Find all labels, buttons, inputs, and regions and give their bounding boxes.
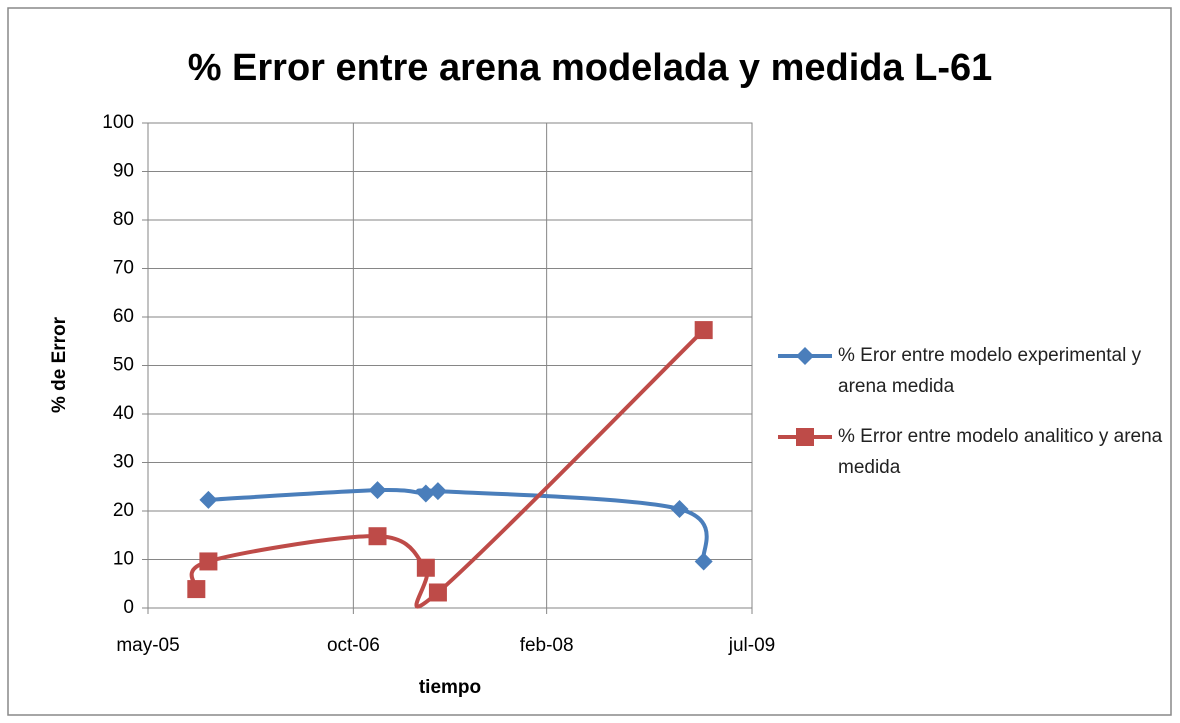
y-tick-label: 100 — [102, 112, 134, 133]
marker — [694, 321, 713, 340]
marker — [416, 484, 435, 503]
marker — [670, 500, 689, 519]
y-tick-label: 0 — [123, 597, 134, 618]
plot-frame — [147, 122, 753, 609]
marker — [428, 583, 447, 602]
y-tick-label: 50 — [113, 355, 134, 376]
y-tick-label: 20 — [113, 500, 134, 521]
y-tick-label: 70 — [113, 258, 134, 279]
y-axis-label: % de Error — [49, 316, 70, 413]
x-tick-label: feb-08 — [520, 635, 574, 656]
legend-label: % Eror entre modelo experimental y arena… — [838, 345, 1142, 397]
chart-title: % Error entre arena modelada y medida L-… — [188, 47, 993, 89]
marker — [428, 482, 447, 501]
y-tick-label: 80 — [113, 209, 134, 230]
y-tick-label: 40 — [113, 403, 134, 424]
x-tick-label: jul-09 — [728, 635, 775, 656]
legend-marker — [796, 428, 814, 446]
y-tick-label: 30 — [113, 452, 134, 473]
marker — [187, 580, 206, 599]
legend-marker — [796, 347, 814, 365]
y-tick-label: 90 — [113, 161, 134, 182]
marker — [199, 552, 218, 571]
x-tick-label: may-05 — [116, 635, 179, 656]
marker — [368, 481, 387, 500]
marker — [368, 527, 387, 546]
legend-label: % Error entre modelo analitico y arena m… — [838, 426, 1163, 478]
y-tick-label: 60 — [113, 306, 134, 327]
y-tick-label: 10 — [113, 549, 134, 570]
marker — [416, 558, 435, 577]
x-tick-label: oct-06 — [327, 635, 380, 656]
marker — [199, 490, 218, 509]
marker — [694, 552, 713, 571]
x-axis-label: tiempo — [419, 677, 481, 698]
